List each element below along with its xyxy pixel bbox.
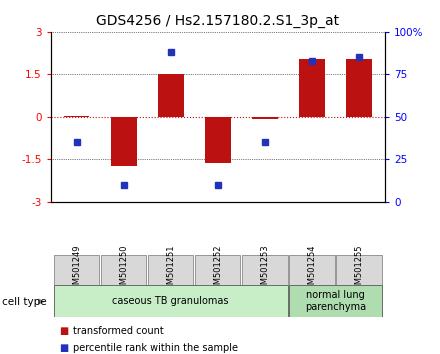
Bar [290,255,334,285]
Bar [252,117,278,119]
Text: GSM501253: GSM501253 [260,245,269,295]
Bar [148,255,193,285]
Bar [290,285,382,317]
Text: GSM501254: GSM501254 [308,245,316,295]
Bar [299,59,325,117]
Text: ■: ■ [59,343,69,353]
Text: caseous TB granulomas: caseous TB granulomas [113,296,229,306]
Bar [195,255,240,285]
Text: normal lung
parenchyma: normal lung parenchyma [305,290,366,312]
Text: percentile rank within the sample: percentile rank within the sample [73,343,238,353]
Bar [158,74,183,117]
Text: GSM501249: GSM501249 [72,245,81,295]
Bar [101,255,146,285]
Text: ■: ■ [59,326,69,336]
Bar [63,116,89,117]
Bar [205,117,231,163]
Title: GDS4256 / Hs2.157180.2.S1_3p_at: GDS4256 / Hs2.157180.2.S1_3p_at [96,14,339,28]
Text: GSM501255: GSM501255 [355,245,363,295]
Bar [110,117,136,166]
Bar [54,255,99,285]
Text: GSM501251: GSM501251 [166,245,175,295]
Bar [54,285,287,317]
Text: transformed count: transformed count [73,326,164,336]
Text: cell type: cell type [2,297,47,307]
Bar [337,255,382,285]
Bar [346,59,372,117]
Text: GSM501250: GSM501250 [119,245,128,295]
Text: GSM501252: GSM501252 [213,245,222,295]
Bar [242,255,287,285]
